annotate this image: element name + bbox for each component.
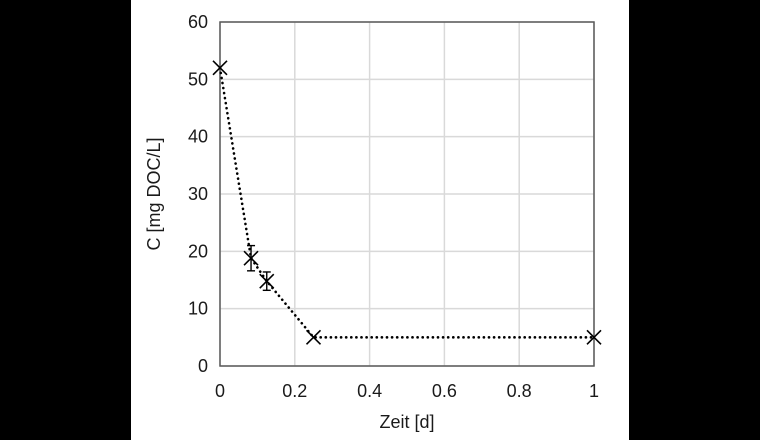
- x-tick-label: 0.4: [357, 381, 382, 401]
- data-markers: [212, 60, 602, 345]
- error-bars: [247, 244, 271, 292]
- plot-area-border: [219, 21, 595, 367]
- x-axis-ticks: 0 0.2 0.4 0.6 0.8 1: [215, 381, 599, 401]
- x-marker-icon: [305, 329, 322, 345]
- y-tick-label: 30: [188, 184, 208, 204]
- y-axis-ticks: 0 10 20 30 40 50 60: [188, 12, 208, 376]
- x-tick-label: 0: [215, 381, 225, 401]
- x-marker-icon: [259, 273, 275, 289]
- y-tick-label: 0: [198, 356, 208, 376]
- series-line: [218, 66, 596, 339]
- x-tick-label: 0.8: [507, 381, 532, 401]
- chart: 0 10 20 30 40 50 60 0 0.2 0.4 0.6 0.8 1 Zeit [d] C …: [144, 12, 602, 432]
- y-tick-label: 40: [188, 127, 208, 147]
- y-tick-label: 60: [188, 12, 208, 32]
- y-tick-label: 50: [188, 69, 208, 89]
- gridlines: [219, 21, 595, 367]
- x-marker-icon: [586, 329, 602, 345]
- x-marker-icon: [212, 60, 228, 76]
- x-tick-label: 1: [589, 381, 599, 401]
- x-marker-icon: [243, 250, 259, 266]
- y-axis-title: C [mg DOC/L]: [144, 137, 164, 250]
- x-tick-label: 0.6: [432, 381, 457, 401]
- y-tick-label: 10: [188, 299, 208, 319]
- chart-panel: 0 10 20 30 40 50 60 0 0.2 0.4 0.6 0.8 1 Zeit [d] C …: [131, 0, 629, 440]
- x-axis-title: Zeit [d]: [379, 412, 434, 432]
- x-tick-label: 0.2: [282, 381, 307, 401]
- y-tick-label: 20: [188, 241, 208, 261]
